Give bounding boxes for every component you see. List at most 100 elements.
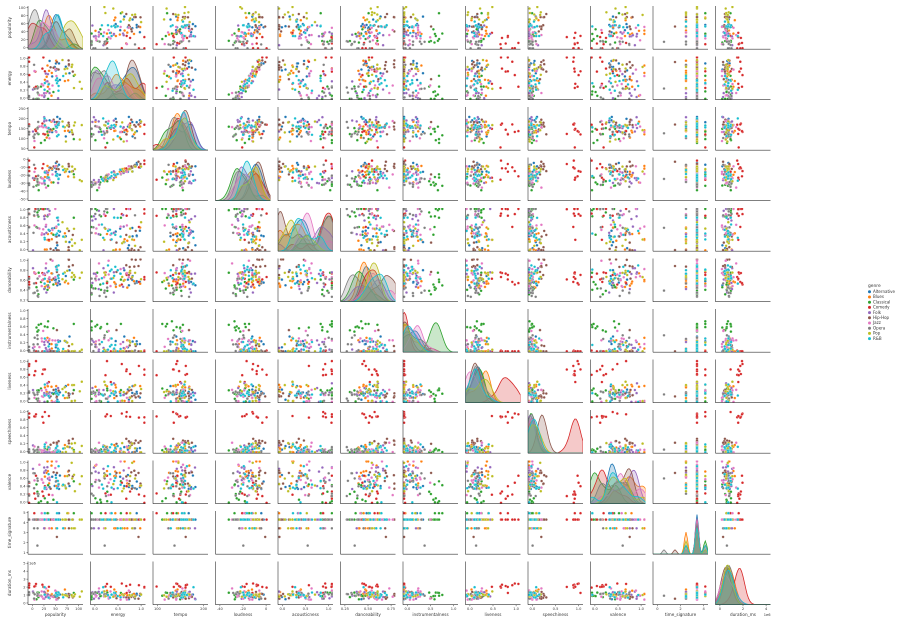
scatter-point — [721, 115, 725, 119]
scatter-point — [359, 184, 363, 188]
scatter-point — [242, 79, 246, 83]
scatter-point — [478, 25, 482, 29]
scatter-point — [299, 18, 303, 22]
scatter-point — [618, 79, 621, 83]
scatter-point — [369, 7, 373, 10]
scatter-point — [33, 223, 36, 227]
scatter-point — [137, 25, 140, 28]
scatter-point — [470, 42, 474, 46]
scatter-point — [257, 58, 261, 62]
scatter-point — [111, 248, 115, 252]
scatter-point — [621, 72, 624, 76]
cell-energy-vs-instrumentalness — [402, 56, 458, 100]
scatter-point — [165, 178, 169, 182]
scatter-point — [160, 208, 164, 211]
scatter-point — [418, 136, 422, 140]
scatter-point — [618, 167, 621, 171]
scatter-point — [617, 161, 621, 165]
scatter-point — [613, 89, 617, 93]
scatter-point — [191, 78, 195, 82]
scatter-point — [55, 216, 59, 220]
scatter-point — [46, 85, 50, 89]
scatter-point — [625, 117, 628, 121]
scatter-point — [737, 42, 741, 46]
scatter-point — [174, 74, 178, 78]
scatter-point — [103, 227, 107, 231]
y-tick-label: 0.8 — [20, 64, 26, 68]
scatter-point — [469, 39, 473, 43]
scatter-point — [72, 175, 76, 179]
scatter-point — [421, 15, 425, 19]
scatter-point — [478, 132, 482, 136]
scatter-point — [123, 237, 126, 241]
scatter-point — [112, 32, 116, 36]
scatter-point — [252, 31, 256, 34]
scatter-point — [408, 82, 412, 86]
cell-marks — [528, 6, 582, 50]
cell-marks — [278, 115, 333, 149]
scatter-point — [162, 18, 166, 21]
scatter-point — [537, 18, 540, 22]
scatter-point — [535, 42, 538, 46]
scatter-point — [539, 118, 543, 122]
scatter-point — [736, 176, 740, 180]
scatter-point — [295, 125, 298, 128]
scatter-point — [577, 73, 580, 77]
scatter-point — [411, 165, 415, 169]
scatter-point — [167, 163, 171, 167]
scatter-point — [411, 34, 414, 38]
scatter-point — [105, 179, 109, 183]
scatter-point — [103, 40, 107, 44]
scatter-point — [44, 72, 48, 75]
scatter-point — [624, 17, 627, 20]
scatter-point — [257, 68, 261, 71]
cell-marks — [345, 56, 396, 100]
scatter-point — [643, 25, 646, 29]
scatter-point — [32, 97, 35, 100]
scatter-point — [599, 46, 603, 50]
scatter-point — [731, 82, 734, 86]
scatter-point — [703, 67, 707, 70]
scatter-point — [376, 188, 379, 192]
scatter-point — [478, 62, 481, 65]
scatter-point — [600, 31, 604, 35]
scatter-point — [64, 65, 68, 69]
y-tick-label: 0.0 — [20, 248, 26, 252]
scatter-point — [411, 135, 415, 138]
scatter-point — [328, 130, 331, 134]
scatter-point — [614, 59, 618, 62]
scatter-point — [480, 33, 484, 37]
scatter-point — [383, 25, 387, 29]
y-tick-label: 0.6 — [20, 72, 26, 76]
scatter-point — [403, 30, 407, 33]
scatter-point — [94, 29, 97, 33]
scatter-point — [353, 126, 356, 130]
scatter-point — [182, 34, 186, 38]
scatter-point — [111, 178, 115, 182]
scatter-point — [513, 73, 517, 77]
scatter-point — [727, 42, 731, 46]
scatter-point — [110, 170, 113, 174]
scatter-point — [234, 132, 238, 136]
scatter-point — [703, 145, 707, 149]
scatter-point — [476, 185, 480, 189]
scatter-point — [315, 96, 319, 100]
scatter-point — [57, 163, 61, 167]
scatter-point — [695, 140, 699, 143]
scatter-point — [372, 123, 375, 127]
cell-marks — [403, 56, 444, 100]
y-tick-label: 50 — [21, 147, 26, 151]
scatter-point — [303, 176, 307, 179]
scatter-point — [534, 116, 538, 120]
scatter-point — [590, 56, 593, 59]
scatter-point — [528, 20, 531, 24]
cell-marks — [345, 159, 396, 192]
scatter-point — [90, 120, 94, 124]
cell-marks — [278, 6, 333, 50]
scatter-point — [307, 46, 310, 50]
scatter-point — [372, 173, 375, 176]
scatter-point — [119, 20, 122, 24]
scatter-point — [330, 123, 333, 127]
scatter-point — [326, 179, 329, 183]
scatter-point — [726, 46, 730, 50]
